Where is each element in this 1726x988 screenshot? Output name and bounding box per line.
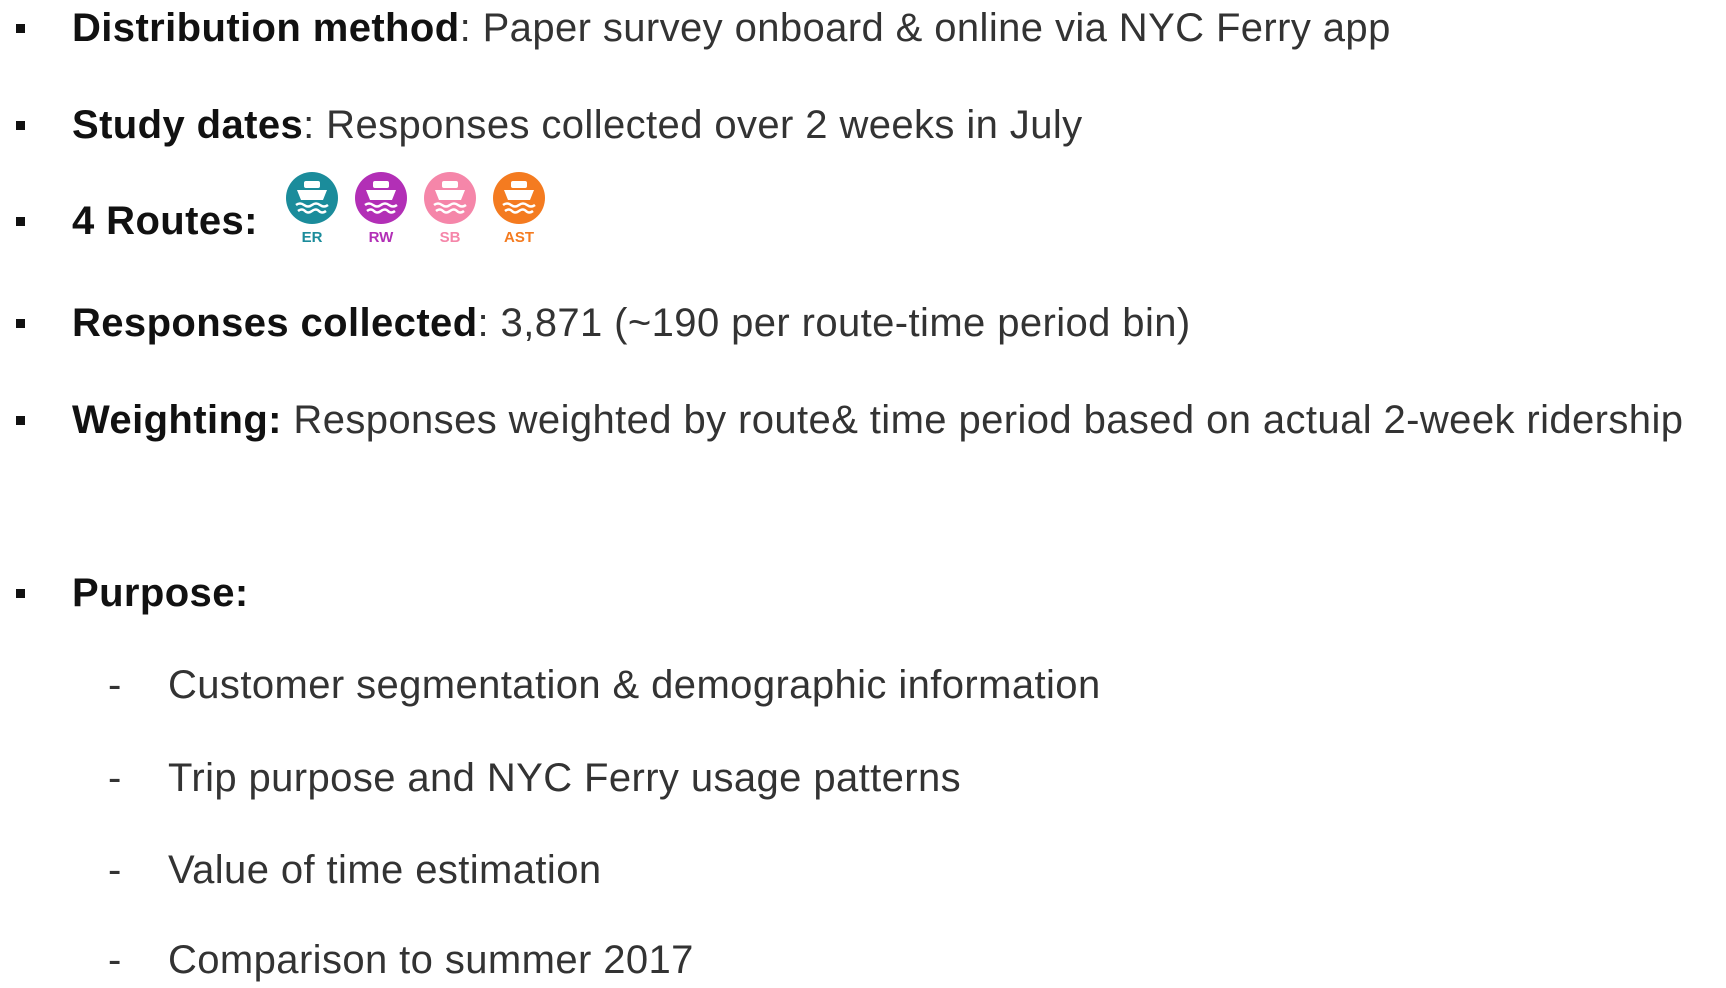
ferry-hull [297,190,327,200]
ferry-cabin [442,181,458,188]
bullet-item: Distribution method: Paper survey onboar… [72,0,1712,66]
ferry-wave [433,202,467,208]
bullet [16,589,25,598]
route-label: SB [440,229,461,246]
bullet-item: Study dates: Responses collected over 2 … [72,87,1712,163]
purpose-item: Value of time estimation [168,848,602,892]
ferry-hull [366,190,396,200]
bullet-item: 4 Routes: [72,183,1712,259]
ferry-wave [295,202,329,208]
ferry-wave [297,208,327,214]
item-label: 4 Routes: [72,199,258,243]
purpose-item: Customer segmentation & demographic info… [168,663,1101,707]
bullet [16,319,25,328]
ferry-hull [504,190,534,200]
purpose-item: Comparison to summer 2017 [168,938,694,982]
item-text: : 3,871 (~190 per route-time period bin) [477,301,1191,345]
item-text: : Paper survey onboard & online via NYC … [459,6,1391,50]
ferry-hull [435,190,465,200]
ferry-wave [504,208,534,214]
purpose-item: Trip purpose and NYC Ferry usage pattern… [168,756,962,800]
route-icon: AST [493,172,545,246]
item-label: Distribution method [72,6,460,50]
item-label: Responses collected [72,301,478,345]
bullet [16,217,25,226]
item-label: Weighting: [72,398,282,442]
dash: - [108,756,122,800]
route-icon: ER [286,172,338,246]
item-text: : Responses collected over 2 weeks in Ju… [303,103,1083,147]
route-label: AST [504,229,534,246]
route-icons: ER RW SB AST [286,172,545,246]
ferry-cabin [304,181,320,188]
bullet [16,24,25,33]
bullet [16,121,25,130]
bullet [16,416,25,425]
item-label: Purpose: [72,571,249,615]
item-text: Responses weighted by route& time period… [281,398,1684,442]
route-label: RW [369,229,395,246]
route-icon: SB [424,172,476,246]
item-label: Study dates [72,103,304,147]
bullet-item: Weighting: Responses weighted by route& … [72,382,1712,458]
ferry-wave [364,202,398,208]
ferry-cabin [373,181,389,188]
ferry-wave [435,208,465,214]
dash: - [108,848,122,892]
ferry-wave [502,202,536,208]
dash: - [108,663,122,707]
bullet-item: Purpose: [72,555,1712,631]
bullet-item: Responses collected: 3,871 (~190 per rou… [72,285,1712,361]
ferry-wave [366,208,396,214]
dash: - [108,938,122,982]
route-label: ER [302,229,323,246]
route-icon: RW [355,172,407,246]
ferry-cabin [511,181,527,188]
